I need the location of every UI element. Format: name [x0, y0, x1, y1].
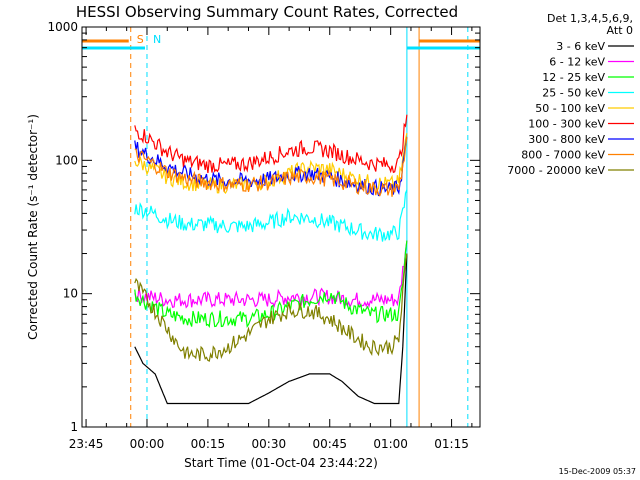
y-axis: 1 10 100 1000 [47, 20, 480, 434]
marker-label-n: N [153, 33, 161, 46]
series-line-7 [134, 136, 408, 197]
legend-entry-label: 7000 - 20000 keV [507, 164, 605, 177]
plot-frame [81, 26, 481, 428]
legend-entry-label: 800 - 7000 keV [521, 149, 605, 162]
legend-entry-label: 6 - 12 keV [549, 56, 605, 69]
series-line-0 [134, 253, 408, 405]
y-tick-label: 1000 [47, 20, 78, 34]
legend-header: Det 1,3,4,5,6,9, [547, 12, 633, 25]
y-tick-label: 1 [70, 420, 78, 434]
x-tick-label: 23:45 [69, 437, 104, 451]
x-tick-label: 01:15 [434, 437, 469, 451]
legend-entry-label: 100 - 300 keV [528, 118, 605, 131]
y-axis-label: Corrected Count Rate (s⁻¹ detector⁻¹) [26, 114, 40, 340]
x-tick-label: 00:15 [191, 437, 226, 451]
legend: Det 1,3,4,5,6,9,Att 03 - 6 keV 6 - 12 keV… [507, 12, 634, 177]
legend-entry-label: 50 - 100 keV [535, 102, 605, 115]
x-axis-label: Start Time (01-Oct-04 23:44:22) [184, 456, 378, 470]
x-tick-label: 00:45 [312, 437, 347, 451]
legend-entry-label: 12 - 25 keV [542, 71, 605, 84]
series-line-5 [134, 114, 408, 174]
marker-label-s: S [137, 33, 144, 46]
chart-title: HESSI Observing Summary Count Rates, Cor… [76, 3, 458, 21]
series-line-1 [134, 240, 408, 309]
series-line-8 [134, 253, 408, 362]
x-tick-label: 01:00 [373, 437, 408, 451]
legend-entry-label: 3 - 6 keV [556, 40, 605, 53]
x-tick-label: 00:30 [252, 437, 287, 451]
x-tick-label: 00:00 [130, 437, 165, 451]
series-line-3 [134, 189, 408, 242]
legend-entry-label: 300 - 800 keV [528, 133, 605, 146]
legend-header: Att 0 [607, 24, 633, 37]
footer-timestamp: 15-Dec-2009 05:37 [559, 467, 636, 476]
series-group [134, 114, 408, 405]
y-tick-label: 100 [55, 153, 78, 167]
y-tick-label: 10 [63, 287, 78, 301]
legend-entry-label: 25 - 50 keV [542, 87, 605, 100]
x-axis: 23:45 00:00 00:15 00:30 00:45 01:00 01:15 [69, 27, 473, 451]
